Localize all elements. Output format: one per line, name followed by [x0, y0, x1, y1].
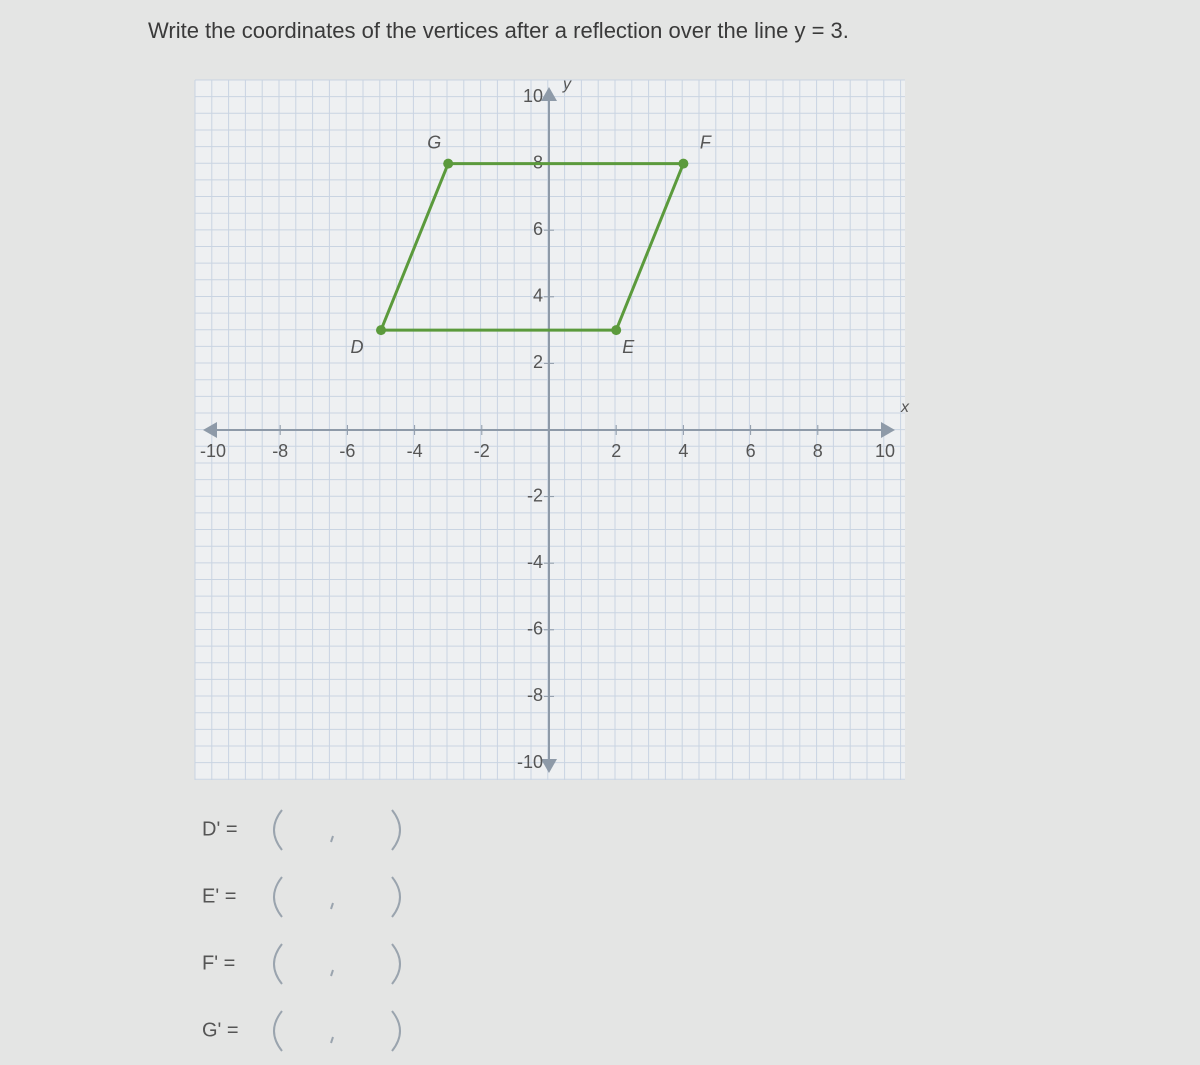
answer-close-paren	[391, 1010, 401, 1052]
answer-label: D' =	[202, 818, 238, 840]
vertex	[376, 325, 386, 336]
answer-open-paren	[273, 876, 283, 918]
answer-comma	[330, 902, 334, 910]
x-tick-label: -8	[272, 441, 288, 461]
vertex-label: G	[427, 132, 441, 152]
x-tick-label: 8	[813, 441, 823, 461]
x-axis-label: x	[900, 399, 910, 416]
vertex-label: F	[700, 132, 712, 152]
y-tick-label: 10	[523, 86, 543, 106]
x-tick-label: -2	[474, 441, 490, 461]
x-tick-label: -10	[200, 441, 226, 461]
answer-close-paren	[391, 809, 401, 851]
answer-label: F' =	[202, 952, 235, 974]
y-tick-label: -2	[527, 485, 543, 505]
y-tick-label: 2	[533, 352, 543, 372]
x-tick-label: 6	[746, 441, 756, 461]
x-tick-label: -4	[407, 441, 423, 461]
answer-open-paren	[273, 943, 283, 985]
x-tick-label: 2	[611, 441, 621, 461]
y-axis-label: y	[562, 76, 572, 93]
x-tick-label: 10	[875, 441, 895, 461]
y-tick-label: -6	[527, 619, 543, 639]
question: Write the coordinates of the vertices af…	[148, 18, 849, 43]
answer-label: G' =	[202, 1019, 239, 1041]
answer-comma	[330, 969, 334, 977]
vertex-label: D	[351, 337, 364, 357]
answer-close-paren	[391, 876, 401, 918]
answer-close-paren	[391, 943, 401, 985]
edge	[614, 163, 685, 331]
answer-comma	[330, 1036, 334, 1044]
y-tick-label: -10	[517, 752, 543, 772]
x-tick-label: -6	[339, 441, 355, 461]
answer-comma	[330, 835, 334, 843]
vertex	[443, 158, 454, 169]
vertex-label: E	[622, 337, 635, 357]
answer-label: E' =	[202, 885, 236, 907]
y-tick-label: 6	[533, 219, 543, 239]
vertex	[611, 325, 622, 336]
y-tick-label: -8	[527, 685, 543, 705]
y-tick-label: -4	[527, 552, 543, 572]
y-tick-label: 4	[533, 286, 543, 306]
edge	[379, 163, 450, 331]
vertex	[678, 158, 689, 169]
x-tick-label: 4	[678, 441, 688, 461]
answer-open-paren	[273, 1010, 283, 1052]
answer-open-paren	[273, 809, 283, 851]
